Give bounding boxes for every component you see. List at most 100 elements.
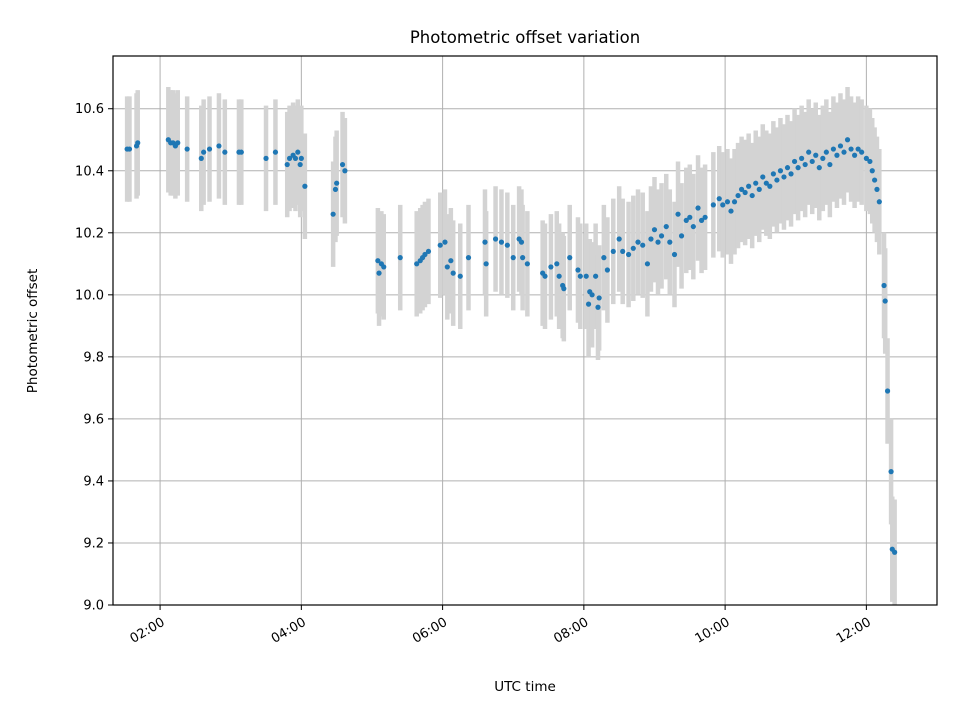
y-tick-label: 10.0 — [75, 288, 104, 303]
x-axis-label: UTC time — [494, 679, 556, 695]
data-point — [577, 273, 583, 279]
data-point — [630, 245, 636, 251]
data-point — [625, 251, 632, 258]
data-point — [465, 255, 472, 261]
data-point — [640, 242, 646, 248]
data-point — [823, 149, 829, 155]
y-axis-ticks: 9.0 9.2 9.4 9.6 9.8 10.0 10.2 10.4 10.6 — [75, 102, 113, 614]
data-point — [518, 239, 525, 245]
data-point — [675, 211, 681, 217]
data-point — [216, 143, 222, 149]
data-point — [888, 469, 894, 475]
data-point — [784, 165, 791, 171]
data-point — [175, 140, 181, 146]
data-point — [678, 233, 685, 239]
data-point — [841, 149, 847, 155]
data-point — [286, 155, 293, 161]
data-point — [735, 192, 741, 199]
data-point — [777, 168, 784, 174]
data-point — [830, 146, 837, 152]
data-point — [683, 217, 689, 223]
data-point — [731, 199, 738, 205]
data-point — [651, 227, 658, 233]
data-point — [791, 158, 798, 165]
data-point — [376, 270, 382, 276]
data-point — [756, 186, 762, 192]
data-point — [724, 199, 731, 205]
data-point — [604, 267, 611, 273]
data-point — [852, 152, 858, 158]
data-point — [448, 258, 454, 264]
data-point — [837, 143, 844, 149]
data-point — [567, 255, 573, 261]
data-point — [635, 239, 641, 245]
data-point — [589, 292, 595, 298]
data-point — [774, 177, 780, 183]
data-point — [444, 264, 450, 270]
data-point — [610, 248, 616, 255]
data-point — [585, 301, 592, 307]
data-point — [542, 273, 548, 279]
data-point — [881, 282, 887, 289]
data-point — [767, 183, 773, 189]
data-point — [510, 255, 516, 261]
data-point — [671, 251, 678, 258]
data-point — [184, 146, 190, 152]
data-point — [263, 155, 269, 161]
data-point — [799, 155, 805, 161]
data-point — [802, 161, 808, 168]
data-point — [498, 239, 505, 245]
data-point — [620, 248, 626, 255]
data-point — [813, 152, 819, 158]
data-point — [834, 152, 840, 158]
data-point — [872, 177, 878, 183]
x-axis-ticks: 02:00 04:00 06:00 08:00 10:00 12:00 — [128, 605, 874, 647]
data-point — [595, 304, 601, 310]
data-point — [297, 161, 303, 168]
data-point — [869, 168, 875, 174]
data-point — [781, 174, 787, 180]
x-tick-label: 08:00 — [551, 615, 591, 647]
y-tick-label: 10.4 — [75, 164, 104, 179]
data-point — [820, 155, 826, 161]
data-point — [492, 236, 499, 242]
y-tick-label: 9.6 — [83, 412, 104, 427]
data-point — [330, 211, 336, 217]
data-point — [663, 223, 669, 230]
data-point — [667, 239, 673, 245]
data-point — [806, 149, 812, 155]
data-point — [483, 261, 489, 267]
data-point — [716, 196, 722, 202]
data-point — [746, 183, 752, 189]
y-tick-label: 10.6 — [75, 102, 104, 117]
data-point — [728, 208, 734, 214]
data-point — [616, 236, 622, 242]
data-point — [863, 155, 869, 161]
data-point — [332, 186, 339, 192]
data-point — [892, 549, 898, 555]
data-point — [334, 180, 340, 186]
data-point — [554, 261, 560, 267]
data-point — [206, 146, 213, 152]
data-point — [702, 214, 708, 220]
data-point — [720, 202, 726, 208]
data-point — [749, 192, 755, 199]
data-point — [561, 286, 567, 292]
data-point — [687, 214, 693, 220]
data-point — [375, 258, 381, 264]
x-tick-label: 02:00 — [128, 615, 168, 647]
data-point — [482, 239, 488, 245]
data-point — [425, 248, 432, 255]
data-point — [302, 183, 308, 189]
data-point — [884, 388, 891, 394]
data-point — [126, 146, 133, 152]
data-point — [284, 161, 290, 168]
data-point — [575, 267, 581, 273]
data-point — [596, 295, 602, 301]
data-point — [710, 202, 716, 208]
data-point — [753, 180, 759, 186]
data-point — [690, 223, 696, 230]
data-point — [201, 149, 207, 155]
data-point — [658, 233, 665, 239]
